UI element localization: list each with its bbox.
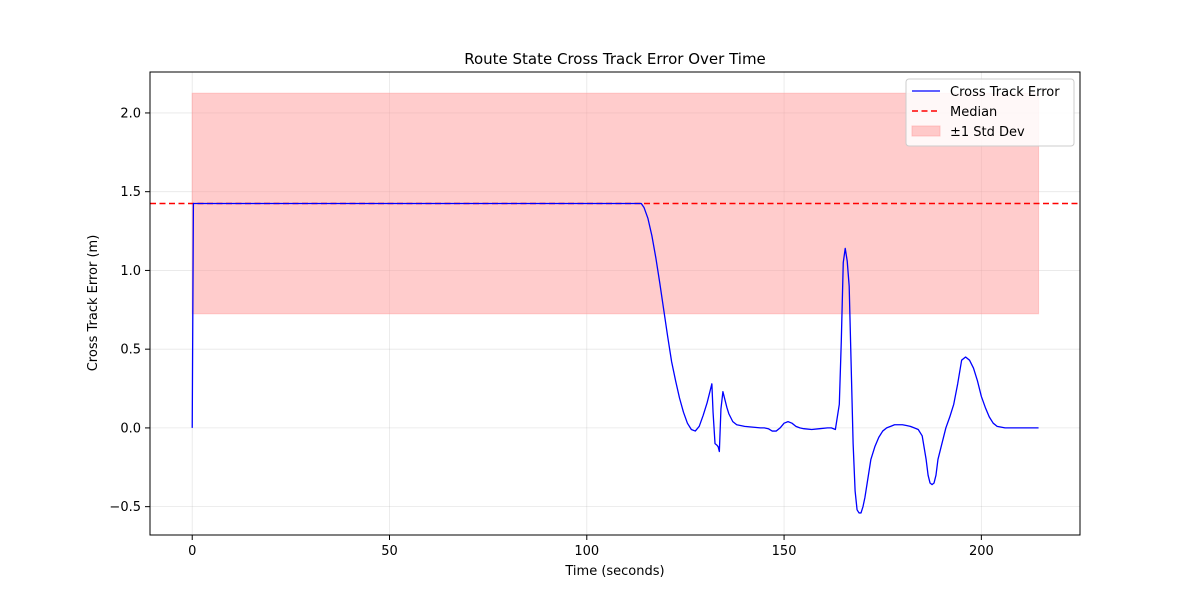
x-axis-ticks: 0 50 100 150 200 (188, 535, 994, 559)
y-tick-label: 2.0 (120, 106, 141, 121)
legend-label-std-dev: ±1 Std Dev (950, 125, 1025, 140)
chart-title: Route State Cross Track Error Over Time (464, 50, 766, 68)
x-tick-label: 50 (381, 544, 398, 559)
cross-track-error-line (191, 202, 1039, 514)
y-axis-label: Cross Track Error (m) (86, 235, 101, 372)
legend-box (905, 78, 1075, 147)
x-tick-label: 100 (574, 544, 599, 559)
legend-label-median: Median (950, 105, 997, 120)
x-tick-label: 200 (969, 544, 994, 559)
x-axis-label: Time (seconds) (564, 564, 664, 579)
legend: Cross Track Error Median ±1 Std Dev (905, 78, 1075, 147)
y-axis-ticks: −0.5 0.0 0.5 1.0 1.5 2.0 (109, 106, 150, 515)
y-tick-label: 1.5 (120, 185, 141, 200)
y-tick-label: −0.5 (109, 500, 141, 515)
legend-swatch-std-dev (911, 125, 941, 137)
y-tick-label: 0.5 (120, 343, 141, 358)
y-tick-label: 0.0 (120, 421, 141, 436)
plot-area-frame (149, 71, 1081, 536)
legend-label-cross-track-error: Cross Track Error (950, 85, 1060, 100)
x-tick-label: 150 (772, 544, 797, 559)
y-tick-label: 1.0 (120, 264, 141, 279)
x-tick-label: 0 (188, 544, 196, 559)
